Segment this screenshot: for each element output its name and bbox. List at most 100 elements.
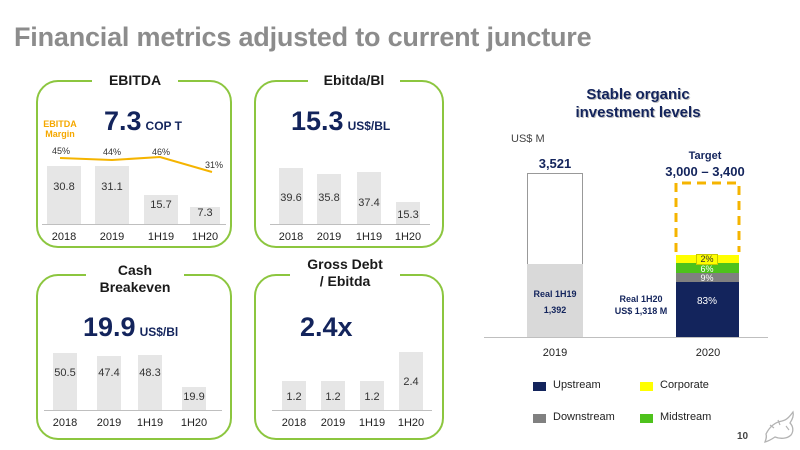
ebitda-axis: [42, 224, 226, 225]
debt-big-value: 2.4x: [300, 312, 353, 342]
ebitda-bl-bar-1h20: [396, 202, 420, 224]
margin-pct-1h19: 46%: [151, 147, 170, 157]
debt-bar-label-1h20: 2.4: [403, 376, 419, 388]
ebitda-x-1h19: 1H19: [147, 231, 175, 243]
cash-x-2018: 2018: [52, 417, 78, 429]
margin-label-line-1: EBITDA: [43, 119, 77, 129]
investment-bar-2019-real: [527, 264, 583, 337]
legend-upstream: Upstream: [553, 379, 601, 391]
debt-x-2019: 2019: [320, 417, 346, 429]
investment-value-2019: 3,521: [538, 156, 572, 171]
ebitda-bl-bar-label-2019: 35.8: [318, 192, 340, 204]
ebitda-bar-label-1h20: 7.3: [197, 207, 213, 219]
debt-x-1h20: 1H20: [397, 417, 425, 429]
investment-x-2020: 2020: [695, 347, 721, 359]
investment-title: Stable organic investment levels: [528, 86, 748, 122]
ebitda-bl-x-1h20: 1H20: [394, 231, 422, 243]
ebitda-bl-bar-label-1h19: 37.4: [358, 197, 380, 209]
ebitda-bl-bar-2018: [279, 168, 303, 224]
investment-bar-2020-downstream: [676, 273, 739, 282]
margin-pct-1h20: 31%: [204, 160, 223, 170]
ebitda-bl-value: 15.3: [291, 106, 344, 136]
cash-bar-label-2018: 50.5: [54, 367, 76, 379]
cash-bar-2018: [53, 353, 77, 410]
cash-bar-1h20: [182, 387, 206, 410]
ebitda-bar-1h20: [190, 207, 220, 224]
margin-label-line-2: Margin: [45, 129, 75, 139]
cash-unit: US$/Bl: [139, 325, 179, 339]
ebitda-bl-x-1h19: 1H19: [355, 231, 383, 243]
cash-value: 19.9: [83, 312, 136, 342]
ebitda-bar-label-1h19: 15.7: [150, 199, 172, 211]
cash-bar-label-2019: 47.4: [98, 367, 120, 379]
debt-axis: [272, 410, 432, 411]
ebitda-bl-bar-label-1h20: 15.3: [397, 209, 419, 221]
cash-x-1h19: 1H19: [136, 417, 164, 429]
legend-swatch-midstream: [640, 414, 653, 423]
cash-title-line-2: Breakeven: [99, 279, 171, 295]
legend-midstream: Midstream: [660, 411, 712, 423]
debt-title-line-1: Gross Debt: [307, 256, 383, 272]
ebitda-bl-bar-label-2018: 39.6: [280, 192, 302, 204]
debt-bar-label-2018: 1.2: [286, 391, 302, 403]
iguana-logo-icon: [764, 410, 794, 443]
cash-bar-2019: [97, 356, 121, 410]
investment-title-line-1: Stable organic: [586, 86, 690, 103]
cash-x-2019: 2019: [96, 417, 122, 429]
ebitda-bl-bar-2019: [317, 174, 341, 224]
ebitda-bar-2018: [47, 166, 81, 224]
debt-title-line-2: / Ebitda: [319, 273, 371, 289]
ebitda-value: 7.3: [104, 106, 142, 136]
debt-bar-label-2019: 1.2: [325, 391, 341, 403]
legend-swatch-corporate: [640, 382, 653, 391]
ebitda-x-2019: 2019: [99, 231, 125, 243]
ebitda-bl-bar-1h19: [357, 172, 381, 224]
ebitda-x-1h20: 1H20: [191, 231, 219, 243]
legend-swatch-upstream: [533, 382, 546, 391]
ebitda-panel-title: EBITDA: [92, 72, 178, 89]
investment-unit-label: US$ M: [511, 133, 545, 145]
pct-downstream: 9%: [700, 273, 714, 283]
cash-bar-label-1h20: 19.9: [183, 391, 205, 403]
margin-pct-2019: 44%: [102, 147, 121, 157]
real-2019-line-1: Real 1H19: [533, 289, 577, 299]
real-2019-line-2: 1,392: [543, 305, 567, 315]
ebitda-x-2018: 2018: [51, 231, 77, 243]
margin-pct-2018: 45%: [51, 146, 70, 156]
legend-corporate: Corporate: [660, 379, 709, 391]
legend-downstream: Downstream: [553, 411, 615, 423]
cash-panel-title: Cash Breakeven: [86, 262, 184, 296]
ebitda-big-value: 7.3 COP T: [104, 106, 182, 137]
debt-bar-label-1h19: 1.2: [364, 391, 380, 403]
target-label: Target 3,000 – 3,400: [660, 147, 750, 180]
pct-corporate: 2%: [696, 254, 718, 265]
ebitda-bar-label-2018: 30.8: [53, 181, 75, 193]
target-line-2: 3,000 – 3,400: [665, 164, 745, 179]
cash-bar-label-1h19: 48.3: [139, 367, 161, 379]
debt-x-1h19: 1H19: [358, 417, 386, 429]
cash-big-value: 19.9 US$/Bl: [83, 312, 178, 343]
page-title: Financial metrics adjusted to current ju…: [14, 22, 592, 52]
page-number: 10: [737, 431, 749, 442]
ebitda-bl-unit: US$/BL: [347, 119, 391, 133]
real-2020-line-1: Real 1H20: [619, 294, 663, 304]
ebitda-unit: COP T: [145, 119, 182, 133]
debt-bar-2019: [321, 381, 345, 410]
cash-axis: [44, 410, 222, 411]
investment-bar-2020-upstream: [676, 282, 739, 337]
ebitda-bl-x-2018: 2018: [278, 231, 304, 243]
pct-midstream: 6%: [700, 264, 714, 274]
ebitda-bl-axis: [270, 224, 430, 225]
pct-upstream: 83%: [696, 296, 717, 307]
investment-real-2019-label: Real 1H19 1,392: [527, 286, 583, 318]
target-line-1: Target: [688, 150, 722, 162]
real-2020-line-2: US$ 1,318 M: [614, 306, 668, 316]
debt-bar-1h20: [399, 352, 423, 410]
ebitda-margin-label: EBITDA Margin: [40, 119, 80, 139]
ebitda-bar-1h19: [144, 195, 178, 224]
ebitda-bl-big-value: 15.3 US$/BL: [291, 106, 390, 137]
debt-x-2018: 2018: [281, 417, 307, 429]
debt-bar-1h19: [360, 381, 384, 410]
ebitda-bl-x-2019: 2019: [316, 231, 342, 243]
investment-bar-2020-midstream: [676, 263, 739, 273]
